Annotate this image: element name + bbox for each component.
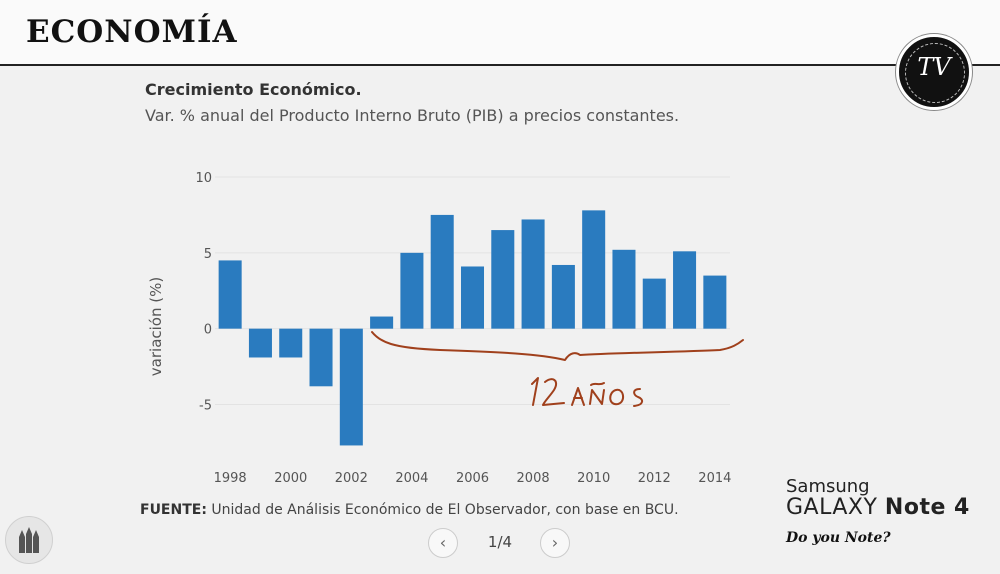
x-tick-label: 2008 (517, 471, 550, 486)
bar (551, 264, 575, 329)
prev-button[interactable]: ‹ (428, 528, 458, 558)
header-bar: ECONOMÍA (0, 0, 1000, 66)
source-note: FUENTE: Unidad de Análisis Económico de … (140, 502, 679, 518)
bar (521, 219, 545, 329)
x-tick-label: 2014 (698, 471, 731, 486)
bar-chart: -5 0 5 10 1998 2000 2002 2004 2006 2008 2010 2012 20… (147, 171, 744, 486)
handwritten-text (633, 388, 644, 407)
chevron-right-icon: › (551, 533, 559, 552)
handwritten-text (609, 388, 624, 406)
handwritten-text (571, 387, 585, 406)
brand-line2: GALAXY Note 4 (786, 495, 970, 520)
bar (279, 328, 303, 358)
chevron-left-icon: ‹ (439, 533, 447, 552)
source-label: FUENTE: (140, 502, 207, 518)
logo-ring (905, 43, 965, 103)
bar (430, 214, 454, 329)
handwritten-text (589, 382, 605, 405)
x-tick-label: 2002 (335, 471, 368, 486)
y-axis-label: variación (%) (147, 277, 165, 376)
y-tick-label: -5 (199, 399, 212, 414)
bar (612, 249, 636, 329)
chart-title: Crecimiento Económico. (145, 80, 362, 99)
source-text: Unidad de Análisis Económico de El Obser… (206, 502, 679, 518)
handwritten-text (531, 377, 539, 406)
bar (642, 278, 666, 329)
brand-slogan: Do you Note? (786, 530, 891, 546)
y-tick-label: 10 (195, 171, 212, 186)
chart-subtitle: Var. % anual del Producto Interno Bruto … (145, 106, 680, 125)
bar (218, 260, 242, 329)
bar (460, 266, 485, 329)
brand-galaxy: GALAXY (786, 495, 878, 520)
x-tick-label: 1998 (214, 471, 247, 486)
pencils-icon (19, 527, 39, 553)
page-title: ECONOMÍA (26, 14, 238, 50)
x-tick-label: 2010 (577, 471, 610, 486)
x-tick-label: 2000 (274, 471, 307, 486)
page-indicator: 1/4 (487, 533, 513, 551)
x-tick-label: 2004 (395, 471, 428, 486)
handwritten-brace (371, 331, 744, 361)
channel-logo: TV (896, 34, 972, 110)
handwritten-text (542, 378, 565, 406)
bar (703, 275, 727, 329)
brand-watermark: Samsung GALAXY Note 4 Do you Note? (786, 476, 970, 546)
y-tick-label: 5 (204, 247, 212, 262)
brand-note: Note 4 (884, 495, 970, 520)
bar (370, 316, 394, 329)
y-tick-label: 0 (204, 323, 212, 338)
x-tick-label: 2006 (456, 471, 489, 486)
logo-text: TV (917, 53, 951, 81)
bar (400, 252, 424, 329)
bar (309, 328, 333, 387)
bar (491, 230, 515, 329)
bar (673, 251, 697, 329)
pager: ‹ 1/4 › (428, 528, 573, 558)
home-button[interactable] (5, 516, 53, 564)
brand-line1: Samsung (786, 476, 870, 497)
bar (339, 328, 363, 446)
bar (248, 328, 272, 358)
x-tick-label: 2012 (638, 471, 671, 486)
next-button[interactable]: › (540, 528, 570, 558)
bar (582, 210, 606, 329)
